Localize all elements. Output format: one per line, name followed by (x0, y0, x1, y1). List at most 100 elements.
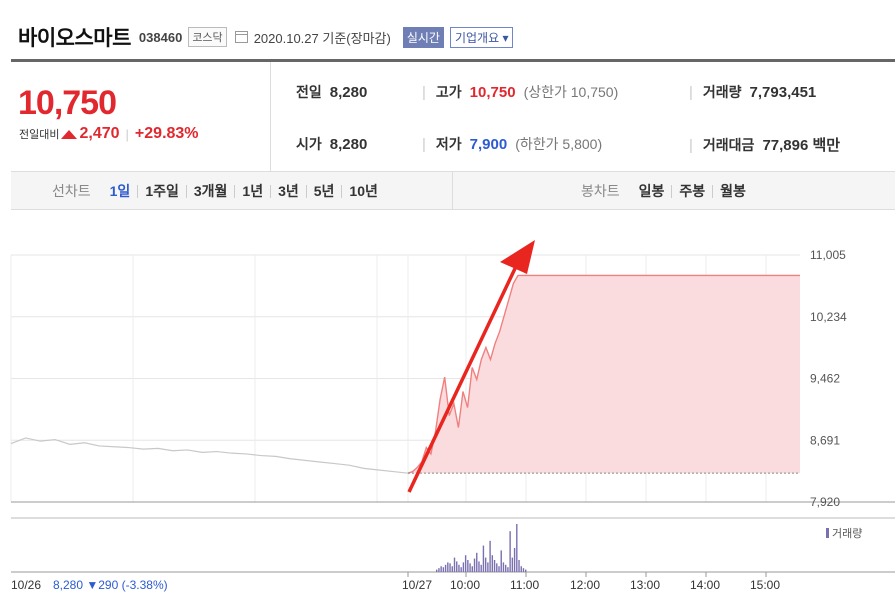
volume-bar (493, 560, 496, 572)
prev-day-line-group (10, 437, 409, 474)
volume-bar (442, 567, 445, 572)
upper-limit: (상한가 10,750) (523, 84, 619, 100)
volume-bars-group (436, 524, 829, 572)
volume-bar (482, 545, 485, 572)
stat-value: 77,896 백만 (762, 137, 841, 154)
calendar-icon (234, 31, 248, 43)
tab-weekly-candle[interactable]: 주봉 (671, 184, 712, 198)
tab-1day[interactable]: 1일 (109, 182, 131, 199)
stock-name: 바이오스마트 (18, 27, 131, 50)
volume-bar (467, 560, 469, 572)
stat-high: | 고가 10,750 (상한가 10,750) (422, 82, 618, 102)
volume-bar (462, 562, 465, 572)
y-tick-label: 11,005 (810, 248, 846, 262)
x-tick-label: 10/27 (402, 578, 432, 592)
volume-bar (460, 567, 462, 572)
stat-value: 7,793,451 (749, 84, 817, 101)
candle-chart-tabs: 봉차트 일봉 주봉 월봉 (581, 172, 753, 210)
price-change-line: 전일대비 2,470 | +29.83% (19, 125, 199, 143)
tab-3year[interactable]: 3년 (270, 184, 306, 198)
company-overview-button[interactable]: 기업개요 ▾ (449, 26, 514, 48)
volume-bar (507, 567, 509, 572)
separator: | (689, 137, 693, 154)
volume-bar (518, 560, 520, 572)
volume-legend-swatch (826, 528, 829, 538)
stat-label: 거래량 (702, 84, 742, 100)
trend-arrow-shaft (407, 257, 522, 493)
volume-bar (438, 568, 440, 572)
lower-limit: (하한가 5,800) (515, 136, 603, 152)
separator: | (422, 136, 426, 153)
price-chart-svg[interactable]: 11,005 10,234 9,462 8,691 7,920 거래량 10/27 10:00… (0, 210, 895, 612)
y-tick-label: 7,920 (810, 495, 840, 509)
volume-bar (520, 566, 522, 572)
tab-5year[interactable]: 5년 (305, 184, 342, 198)
prev-day-line (10, 437, 409, 474)
volume-bar (522, 568, 525, 572)
line-chart-tabs: 선차트 1일 1주일 3개월 1년 3년 5년 10년 (52, 172, 385, 210)
separator: | (125, 126, 129, 142)
stat-value: 8,280 (329, 84, 368, 101)
price-info-panel: 10,750 전일대비 2,470 | +29.83% 전일 8,280 | 고… (11, 62, 895, 172)
volume-bar (509, 531, 511, 572)
prev-day-summary: 8,280 ▼290 (-3.38%) (53, 578, 168, 592)
change-rate: +29.83% (134, 125, 199, 142)
volume-legend-label: 거래량 (832, 527, 862, 540)
base-date: 2020.10.27 기준(장마감) (253, 30, 391, 46)
realtime-button[interactable]: 실시간 (402, 26, 444, 48)
volume-bar (473, 558, 476, 572)
tab-3month[interactable]: 3개월 (185, 184, 235, 198)
x-tick-label: 12:00 (570, 578, 600, 592)
separator: | (422, 84, 426, 101)
volume-bar (511, 557, 514, 572)
tab-10year[interactable]: 10년 (341, 184, 384, 198)
volume-bar (471, 566, 473, 572)
today-area-group (407, 274, 800, 474)
stock-title-row: 바이오스마트 038460 코스닥 2020.10.27 기준(장마감) 실시간… (18, 22, 514, 52)
volume-bar (487, 562, 489, 572)
up-arrow-icon (61, 129, 78, 139)
volume-bar (453, 557, 456, 572)
x-tick-label: 15:00 (750, 578, 780, 592)
volume-bar (513, 548, 516, 572)
price-chart[interactable]: 11,005 10,234 9,462 8,691 7,920 거래량 10/27 10:00… (0, 210, 895, 612)
tab-1year[interactable]: 1년 (234, 184, 270, 198)
volume-bar (451, 566, 453, 572)
stat-label: 시가 (296, 136, 322, 152)
change-value: 2,470 (79, 125, 120, 142)
tab-monthly-candle[interactable]: 월봉 (712, 184, 753, 198)
volume-bar (525, 569, 527, 572)
stat-label: 거래대금 (702, 137, 755, 153)
volume-bar (440, 566, 442, 572)
line-chart-label: 선차트 (52, 183, 91, 199)
stat-value: 8,280 (329, 136, 368, 153)
volume-bar (469, 563, 471, 572)
y-tick-label: 8,691 (810, 433, 840, 447)
stock-code: 038460 (138, 29, 183, 45)
stat-value: 7,900 (469, 136, 508, 153)
volume-bar (476, 552, 478, 572)
stat-volume: | 거래량 7,793,451 (689, 82, 816, 102)
volume-bar (449, 563, 451, 572)
volume-bar (498, 566, 500, 572)
today-price-line (407, 274, 800, 474)
volume-bar (478, 561, 480, 572)
tab-daily-candle[interactable]: 일봉 (638, 182, 665, 199)
tab-1week[interactable]: 1주일 (137, 184, 186, 198)
volume-bar (480, 564, 482, 572)
volume-bar (500, 550, 502, 572)
today-area-fill (408, 275, 800, 474)
market-badge: 코스닥 (188, 27, 227, 47)
chart-labels-group: 11,005 10,234 9,462 8,691 7,920 거래량 10/27 10:00… (11, 248, 862, 592)
stat-low: | 저가 7,900 (하한가 5,800) (422, 134, 602, 154)
tab-divider (452, 172, 453, 210)
stat-trade-value: | 거래대금 77,896 백만 (689, 134, 840, 155)
stat-open: 시가 8,280 (296, 134, 367, 154)
candle-chart-label: 봉차트 (581, 183, 620, 199)
volume-bar (504, 564, 507, 572)
change-label: 전일대비 (19, 129, 60, 141)
volume-bar (502, 562, 505, 572)
trend-arrow-group (407, 240, 535, 493)
stat-value: 10,750 (469, 84, 516, 101)
trend-arrow-head (500, 240, 535, 274)
